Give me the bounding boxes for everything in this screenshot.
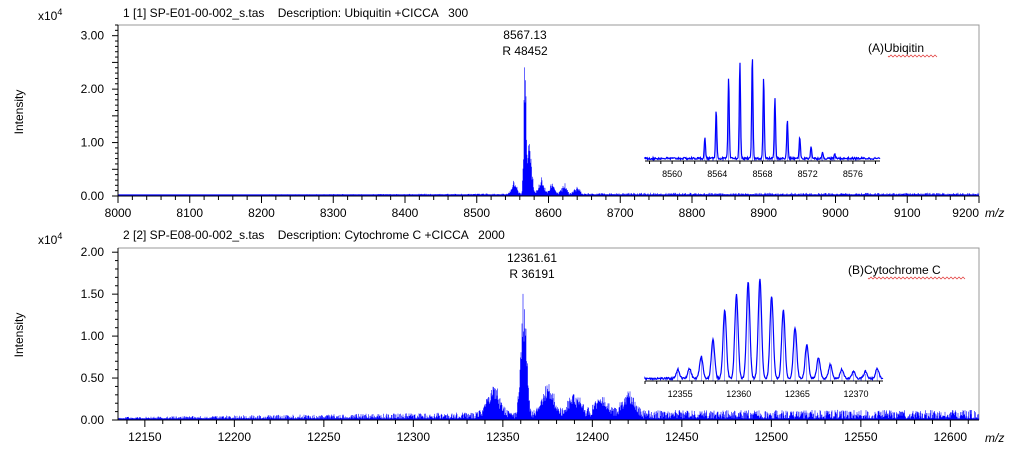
- x-tick-label: 12550: [844, 430, 878, 444]
- y-tick-label: 3.00: [81, 29, 105, 43]
- x-tick-label: 8500: [463, 206, 490, 220]
- inset-x-tick-label: 12370: [844, 389, 869, 399]
- peak-resolution-label: R 48452: [502, 44, 548, 58]
- inset-x-tick-label: 12360: [726, 389, 751, 399]
- plot-frame: [118, 24, 980, 196]
- x-tick-label: 8700: [607, 206, 634, 220]
- y-tick-label: 2.00: [81, 82, 105, 96]
- y-axis-label: Intensity: [12, 90, 26, 135]
- x-tick-label: 12350: [486, 430, 520, 444]
- inset-x-tick-label: 8572: [798, 169, 818, 179]
- peak-mz-label: 8567.13: [503, 28, 547, 42]
- isotope-trace: [644, 278, 884, 382]
- x-tick-label: 8400: [392, 206, 419, 220]
- spellcheck-underline: [887, 54, 938, 58]
- x-tick-label: 9000: [822, 206, 849, 220]
- sample-label: (A)Ubiqitin: [868, 41, 924, 55]
- x-tick-label: 12250: [307, 430, 341, 444]
- x-tick-label: 8000: [105, 206, 132, 220]
- peak-resolution-label: R 36191: [509, 267, 555, 281]
- x-tick-label: 12450: [665, 430, 699, 444]
- x-tick-label: 12400: [576, 430, 610, 444]
- inset-x-tick-label: 12355: [668, 389, 693, 399]
- peak-mz-label: 12361.61: [507, 251, 557, 265]
- x-tick-label: 8100: [176, 206, 203, 220]
- inset-x-tick-label: 8560: [662, 169, 682, 179]
- y-tick-label: 1.00: [81, 136, 105, 150]
- x-tick-label: 9200: [952, 206, 979, 220]
- inset-x-tick-label: 8568: [752, 169, 772, 179]
- x-tick-label: 8600: [535, 206, 562, 220]
- x-tick-label: 8800: [679, 206, 706, 220]
- inset-x-tick-label: 12365: [785, 389, 810, 399]
- spectrum-trace: [117, 293, 979, 420]
- x-tick-label: 12500: [755, 430, 789, 444]
- isotope-inset: 12355 12360 12365 12370: [644, 278, 884, 399]
- x-tick-label: 9100: [894, 206, 921, 220]
- x-tick-label: 12200: [218, 430, 252, 444]
- x-tick-label: 12150: [128, 430, 162, 444]
- inset-x-tick-label: 8564: [707, 169, 727, 179]
- x-tick-label: 8200: [248, 206, 275, 220]
- isotope-trace: [644, 59, 881, 162]
- y-tick-label: 1.50: [81, 287, 105, 301]
- y-tick-label: 0.50: [81, 371, 105, 385]
- x-tick-label: 12300: [397, 430, 431, 444]
- y-axis-label: Intensity: [12, 313, 26, 358]
- y-scale-label: x104: [38, 7, 62, 23]
- inset-x-tick-label: 8576: [843, 169, 863, 179]
- panel-title: 2 [2] SP-E08-00-002_s.tas Description: C…: [123, 228, 505, 242]
- x-axis-label: m/z: [985, 206, 1004, 220]
- panel-title: 1 [1] SP-E01-00-002_s.tas Description: U…: [123, 6, 469, 20]
- spectrum-panel-ubiquitin: 1 [1] SP-E01-00-002_s.tas Description: U…: [12, 6, 1004, 220]
- x-tick-label: 12600: [934, 430, 968, 444]
- y-tick-label: 0.00: [81, 413, 105, 427]
- plot-frame: [118, 247, 980, 420]
- spellcheck-underline: [867, 276, 966, 280]
- x-axis-label: m/z: [985, 431, 1004, 445]
- y-tick-label: 0.00: [81, 189, 105, 203]
- spectrum-panel-cytochrome-c: 2 [2] SP-E08-00-002_s.tas Description: C…: [12, 228, 1004, 445]
- y-scale-label: x104: [38, 231, 62, 247]
- y-tick-label: 2.00: [81, 245, 105, 259]
- sample-label: (B)Cytochrome C: [848, 263, 941, 277]
- x-tick-label: 8900: [750, 206, 777, 220]
- isotope-inset: 8560 8564 8568 8572 8576: [644, 59, 881, 179]
- y-tick-label: 1.00: [81, 329, 105, 343]
- x-tick-label: 8300: [320, 206, 347, 220]
